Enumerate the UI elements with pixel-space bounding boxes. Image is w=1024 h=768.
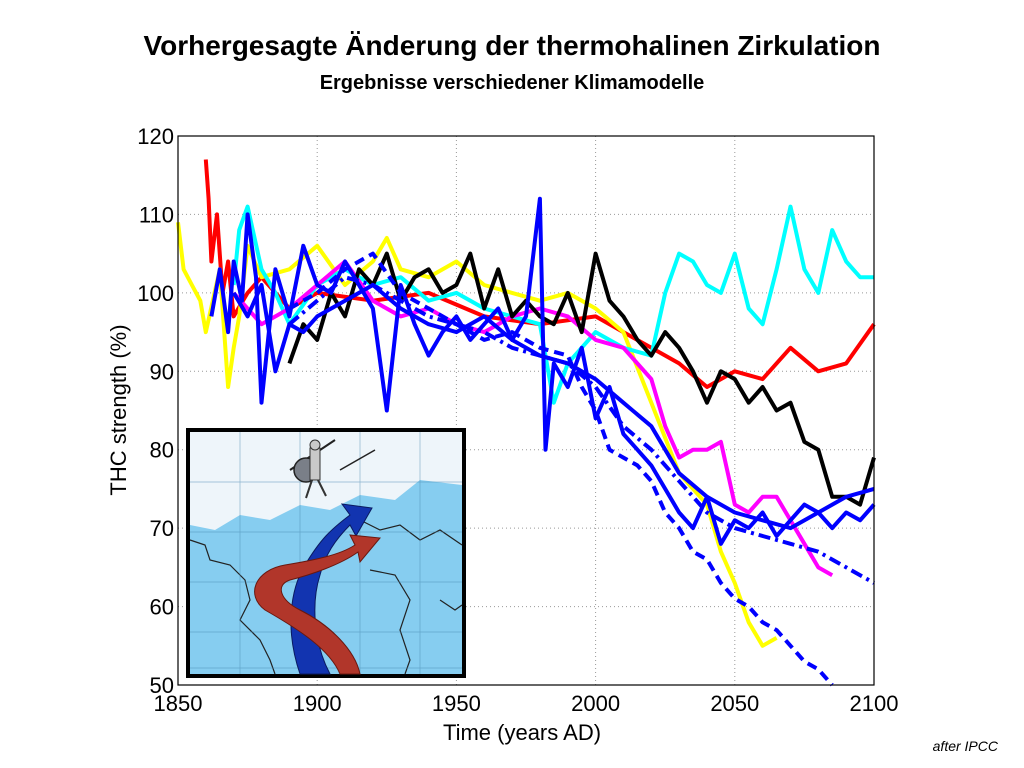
x-axis-label: Time (years AD) — [443, 720, 601, 745]
x-tick-label: 2100 — [850, 691, 899, 716]
world-map-icon — [189, 519, 463, 675]
x-tick-label: 2000 — [571, 691, 620, 716]
inset-illustration — [186, 428, 466, 678]
inset-ice-sheet — [190, 432, 462, 530]
x-tick-label: 1950 — [432, 691, 481, 716]
slide-subtitle: Ergebnisse verschiedener Klimamodelle — [319, 72, 705, 94]
y-tick-label: 110 — [139, 202, 174, 227]
x-tick-label: 1850 — [154, 691, 203, 716]
series-lines — [176, 159, 876, 687]
source-credit: after IPCC — [932, 738, 998, 754]
y-tick-label: 60 — [150, 595, 174, 620]
x-tick-label: 1900 — [293, 691, 342, 716]
series-line-blue-8 — [288, 275, 875, 585]
y-tick-label: 80 — [150, 438, 174, 463]
ocean-current-arrows-icon — [254, 503, 381, 675]
slide-title: Vorhergesagte Änderung der thermohalinen… — [143, 30, 881, 61]
plot-frame — [177, 135, 875, 686]
y-tick-label: 90 — [150, 359, 174, 384]
series-line-blue-7 — [288, 251, 834, 687]
axis-ticks: 1850 1900 1950 2000 2050 2100 50 60 70 80 90 100 110… — [137, 124, 898, 716]
y-tick-label: 50 — [150, 673, 174, 698]
y-tick-label: 120 — [137, 124, 174, 149]
y-tick-label: 70 — [150, 516, 174, 541]
series-line-magenta-3 — [232, 259, 834, 577]
y-tick-label: 100 — [137, 281, 174, 306]
series-line-blue-6 — [231, 283, 875, 531]
warrior-with-shield-icon — [289, 439, 376, 499]
x-tick-label: 2050 — [710, 691, 759, 716]
y-axis-label: THC strength (%) — [106, 324, 131, 495]
series-line-black-4 — [287, 251, 876, 507]
series-line-yellow-1 — [176, 222, 778, 648]
